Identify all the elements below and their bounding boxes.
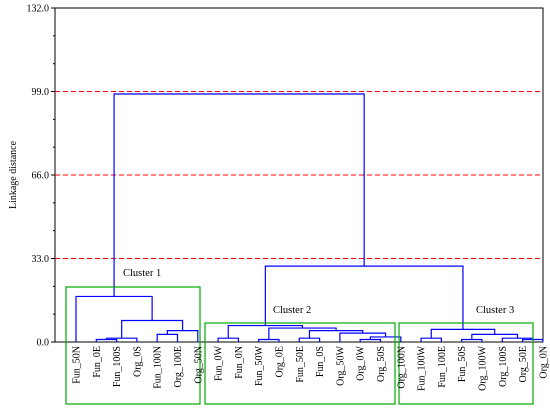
cluster-label: Cluster 3 xyxy=(476,305,514,316)
leaf-label: Org_0E xyxy=(275,346,286,377)
dendrogram-link xyxy=(105,337,138,342)
leaf-labels: Fun_50N Fun_0E Fun_100S Org_0S Fun_100N Org_1… xyxy=(72,345,550,391)
leaf-label: Fun_0N xyxy=(234,346,245,379)
dendrogram-link xyxy=(461,338,483,342)
cluster-box xyxy=(398,322,534,405)
cluster-label: Cluster 2 xyxy=(273,305,311,316)
y-axis-label: Linkage distance xyxy=(8,140,19,209)
leaf-label: Fun_0W xyxy=(214,345,225,381)
reference-lines xyxy=(55,91,543,259)
leaf-label: Org_100S xyxy=(498,346,509,387)
dendrogram-link xyxy=(339,332,387,342)
dendrogram-link xyxy=(420,337,442,342)
leaf-label: Org_0N xyxy=(538,346,549,379)
leaf-label: Fun_0E xyxy=(92,346,103,378)
leaf-label: Org_100W xyxy=(478,345,489,390)
leaf-label: Fun_100S xyxy=(112,346,123,387)
dendrogram-link xyxy=(166,330,199,342)
leaf-label: Fun_100E xyxy=(437,346,448,388)
leaf-label: Fun_50N xyxy=(72,346,83,384)
dendrogram-link xyxy=(501,337,534,342)
leaf-label: Fun_0S xyxy=(315,346,326,377)
leaf-label: Org_0S xyxy=(132,346,143,377)
dendrogram-link xyxy=(156,333,179,342)
dendrogram-link xyxy=(75,295,153,342)
leaf-label: Fun_100W xyxy=(417,345,428,391)
leaf-label: Fun_50S xyxy=(457,346,468,382)
y-tick-label: 66.0 xyxy=(32,171,50,182)
leaf-label: Org_50S xyxy=(376,346,387,382)
y-tick-label: 0.0 xyxy=(37,338,50,349)
leaf-label: Org_100E xyxy=(173,346,184,387)
y-tick-label: 99.0 xyxy=(32,87,50,98)
dendrogram-link xyxy=(308,330,364,339)
dendrogram-links xyxy=(75,93,544,342)
dendrogram-link xyxy=(227,324,304,339)
dendrogram-link xyxy=(121,319,184,339)
cluster-label: Cluster 1 xyxy=(123,268,161,279)
y-tick-label: 33.0 xyxy=(32,254,50,265)
cluster-boxes: Cluster 1 Cluster 2 Cluster 3 xyxy=(65,268,534,405)
dendrogram-link xyxy=(298,337,321,342)
dendrogram-link xyxy=(430,328,496,339)
dendrogram-link xyxy=(95,338,118,342)
cluster-box xyxy=(65,286,201,405)
dendrogram-link xyxy=(113,93,365,297)
dendrogram-link xyxy=(217,337,239,342)
leaf-label: Org_50W xyxy=(335,345,346,385)
leaf-label: Org_0W xyxy=(356,345,367,380)
cluster-box xyxy=(204,322,396,405)
leaf-label: Fun_100N xyxy=(153,346,164,389)
dendrogram-link xyxy=(258,338,280,342)
leaf-label: Org_100N xyxy=(396,346,407,389)
leaf-label: Fun_50W xyxy=(254,345,265,386)
y-axis-ticks: 0.0 33.0 66.0 99.0 132.0 xyxy=(27,4,55,349)
leaf-label: Fun_50E xyxy=(295,346,306,383)
leaf-label: Org_50N xyxy=(193,346,204,384)
dendrogram-link xyxy=(264,265,464,330)
y-tick-label: 132.0 xyxy=(27,4,50,15)
dendrogram-link xyxy=(359,338,382,342)
leaf-label: Org_50E xyxy=(518,346,529,382)
